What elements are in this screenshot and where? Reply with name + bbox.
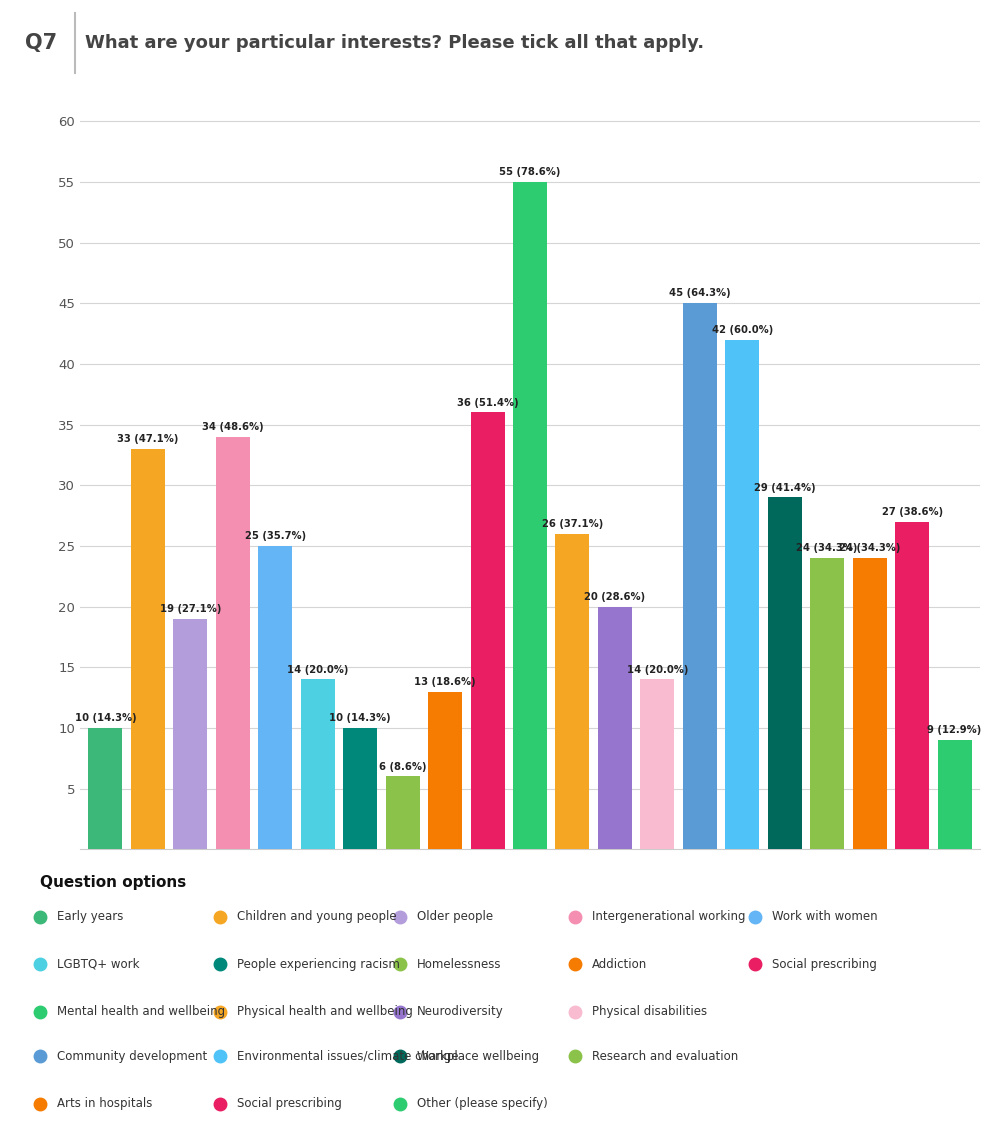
- Text: 29 (41.4%): 29 (41.4%): [754, 482, 816, 492]
- Text: 14 (20.0%): 14 (20.0%): [287, 665, 348, 675]
- Text: Q7: Q7: [25, 33, 57, 52]
- Text: 36 (51.4%): 36 (51.4%): [457, 398, 518, 408]
- Text: 19 (27.1%): 19 (27.1%): [160, 604, 221, 613]
- Text: Research and evaluation: Research and evaluation: [592, 1050, 738, 1062]
- Text: 6 (8.6%): 6 (8.6%): [379, 762, 426, 772]
- Text: 55 (78.6%): 55 (78.6%): [499, 166, 561, 177]
- Bar: [258, 546, 292, 849]
- Text: 33 (47.1%): 33 (47.1%): [117, 434, 179, 443]
- Text: 24 (34.3%): 24 (34.3%): [839, 543, 900, 553]
- Text: Work with women: Work with women: [772, 910, 878, 923]
- Bar: [938, 740, 972, 849]
- Bar: [88, 728, 122, 849]
- Text: Social prescribing: Social prescribing: [237, 1097, 342, 1110]
- Text: Addiction: Addiction: [592, 958, 647, 970]
- Bar: [895, 522, 929, 849]
- Text: Homelessness: Homelessness: [417, 958, 502, 970]
- Text: Community development: Community development: [57, 1050, 207, 1062]
- Text: 9 (12.9%): 9 (12.9%): [927, 725, 982, 735]
- Bar: [683, 303, 717, 849]
- Text: Mental health and wellbeing: Mental health and wellbeing: [57, 1005, 225, 1018]
- Text: Workplace wellbeing: Workplace wellbeing: [417, 1050, 539, 1062]
- Text: LGBTQ+ work: LGBTQ+ work: [57, 958, 140, 970]
- Text: People experiencing racism: People experiencing racism: [237, 958, 400, 970]
- Bar: [173, 619, 207, 849]
- Text: 10 (14.3%): 10 (14.3%): [329, 714, 391, 723]
- Text: 13 (18.6%): 13 (18.6%): [414, 677, 476, 686]
- Bar: [343, 728, 377, 849]
- Bar: [810, 559, 844, 849]
- Bar: [216, 437, 250, 849]
- Text: Question options: Question options: [40, 874, 186, 889]
- Bar: [428, 692, 462, 849]
- Text: 45 (64.3%): 45 (64.3%): [669, 288, 731, 299]
- Text: Early years: Early years: [57, 910, 123, 923]
- Text: Neurodiversity: Neurodiversity: [417, 1005, 504, 1018]
- Text: 27 (38.6%): 27 (38.6%): [882, 507, 943, 516]
- Text: 25 (35.7%): 25 (35.7%): [245, 531, 306, 542]
- Text: Physical health and wellbeing: Physical health and wellbeing: [237, 1005, 413, 1018]
- Text: 34 (48.6%): 34 (48.6%): [202, 422, 264, 432]
- Text: Older people: Older people: [417, 910, 493, 923]
- Bar: [513, 182, 547, 849]
- Text: Physical disabilities: Physical disabilities: [592, 1005, 707, 1018]
- Text: 14 (20.0%): 14 (20.0%): [627, 665, 688, 675]
- Bar: [853, 559, 887, 849]
- Bar: [725, 340, 759, 849]
- Text: What are your particular interests? Please tick all that apply.: What are your particular interests? Plea…: [85, 34, 704, 51]
- Bar: [598, 606, 632, 849]
- Text: 24 (34.3%): 24 (34.3%): [796, 543, 858, 553]
- Text: Social prescribing: Social prescribing: [772, 958, 877, 970]
- Text: Children and young people: Children and young people: [237, 910, 397, 923]
- Text: Arts in hospitals: Arts in hospitals: [57, 1097, 152, 1110]
- Bar: [301, 679, 335, 849]
- Bar: [386, 776, 420, 849]
- Text: 20 (28.6%): 20 (28.6%): [584, 592, 645, 602]
- Text: 10 (14.3%): 10 (14.3%): [75, 714, 136, 723]
- Text: Intergenerational working: Intergenerational working: [592, 910, 746, 923]
- Bar: [640, 679, 674, 849]
- Bar: [471, 413, 505, 849]
- Text: 42 (60.0%): 42 (60.0%): [712, 325, 773, 335]
- Bar: [768, 497, 802, 849]
- Text: Other (please specify): Other (please specify): [417, 1097, 548, 1110]
- Bar: [555, 534, 589, 849]
- Bar: [131, 449, 165, 849]
- Text: 26 (37.1%): 26 (37.1%): [542, 519, 603, 529]
- Text: Environmental issues/climate change: Environmental issues/climate change: [237, 1050, 458, 1062]
